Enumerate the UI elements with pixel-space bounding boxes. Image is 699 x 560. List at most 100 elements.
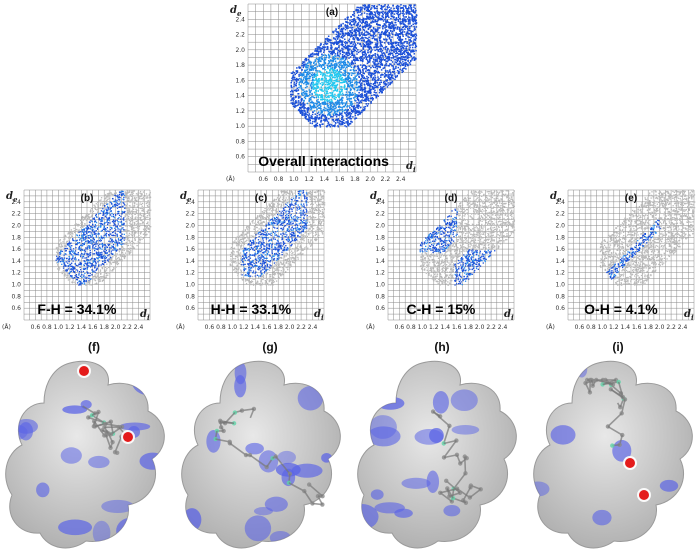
- fingerprint-point: [351, 64, 353, 66]
- fingerprint-point: [368, 72, 370, 74]
- fingerprint-point: [326, 57, 328, 59]
- fingerprint-point: [373, 47, 375, 49]
- fingerprint-point: [384, 55, 386, 57]
- fingerprint-point: [398, 42, 400, 44]
- fingerprint-point: [108, 251, 109, 252]
- fingerprint-point: [341, 67, 343, 69]
- fingerprint-point: [353, 77, 355, 79]
- fingerprint-point: [82, 229, 83, 230]
- fingerprint-point: [374, 50, 376, 52]
- fingerprint-point: [316, 80, 318, 82]
- fingerprint-point: [376, 8, 378, 9]
- fingerprint-point: [335, 99, 337, 101]
- fingerprint-point: [93, 211, 94, 212]
- fingerprint-point: [77, 265, 78, 266]
- fingerprint-point: [362, 34, 364, 36]
- fingerprint-point: [400, 10, 402, 12]
- fingerprint-point: [377, 76, 379, 78]
- fingerprint-point: [335, 85, 337, 87]
- fingerprint-point: [322, 114, 324, 116]
- fingerprint-point: [355, 57, 357, 59]
- fingerprint-point: [373, 77, 375, 79]
- fingerprint-point: [369, 58, 371, 60]
- y-tick-label: 1.2: [235, 108, 245, 115]
- fingerprint-point: [370, 83, 372, 85]
- fingerprint-point: [131, 210, 132, 211]
- fingerprint-point: [413, 21, 415, 23]
- fingerprint-point: [338, 97, 340, 99]
- fingerprint-point: [390, 48, 392, 50]
- fingerprint-point: [96, 252, 97, 253]
- fingerprint-point: [115, 199, 116, 200]
- fingerprint-point: [298, 75, 300, 77]
- fingerprint-point: [354, 78, 356, 80]
- fingerprint-point: [64, 257, 65, 258]
- fingerprint-point: [402, 35, 404, 37]
- fingerprint-point: [364, 87, 366, 89]
- fingerprint-point: [407, 57, 409, 59]
- fingerprint-point: [124, 258, 125, 259]
- fingerprint-point: [328, 80, 330, 82]
- fingerprint-point: [305, 87, 307, 89]
- fingerprint-point: [326, 118, 328, 120]
- fingerprint-point: [347, 19, 349, 21]
- fingerprint-point: [384, 27, 386, 29]
- fingerprint-point: [346, 96, 348, 98]
- fingerprint-point: [102, 208, 103, 209]
- fingerprint-point: [387, 58, 389, 60]
- fingerprint-point: [140, 218, 141, 219]
- fingerprint-point: [303, 67, 305, 69]
- fingerprint-point: [386, 50, 388, 52]
- fingerprint-point: [345, 112, 347, 114]
- fingerprint-point: [67, 241, 68, 242]
- fingerprint-point: [334, 67, 336, 69]
- fingerprint-point: [110, 241, 111, 242]
- fingerprint-point: [80, 262, 81, 263]
- fingerprint-point: [360, 14, 362, 16]
- fingerprint-point: [135, 227, 136, 228]
- fingerprint-point: [380, 43, 382, 45]
- fingerprint-point: [103, 264, 104, 265]
- fingerprint-point: [392, 5, 394, 7]
- fingerprint-point: [124, 204, 125, 205]
- fingerprint-point: [308, 100, 310, 102]
- fingerprint-point: [319, 71, 321, 73]
- fingerprint-point: [317, 105, 319, 107]
- fingerprint-point: [372, 73, 374, 75]
- fingerprint-point: [100, 224, 101, 225]
- fingerprint-point: [387, 20, 389, 22]
- fingerprint-point: [121, 223, 122, 224]
- fingerprint-point: [344, 125, 346, 127]
- fingerprint-point: [325, 90, 327, 92]
- fingerprint-point: [410, 35, 412, 37]
- fingerprint-point: [129, 222, 130, 223]
- fingerprint-point: [94, 284, 95, 285]
- fingerprint-point: [90, 273, 91, 274]
- fingerprint-point: [405, 59, 407, 61]
- fingerprint-point: [84, 254, 85, 255]
- fingerprint-point: [379, 84, 381, 86]
- fingerprint-point: [328, 84, 330, 86]
- fingerprint-point: [104, 260, 105, 261]
- fingerprint-point: [399, 69, 401, 71]
- fingerprint-point: [68, 231, 69, 232]
- fingerprint-point: [401, 70, 403, 72]
- fingerprint-point: [346, 83, 348, 85]
- fingerprint-point: [408, 21, 410, 23]
- fingerprint-point: [350, 56, 352, 58]
- fingerprint-point: [57, 250, 58, 251]
- fingerprint-point: [316, 103, 318, 105]
- fingerprint-point: [95, 233, 96, 234]
- fingerprint-point: [340, 64, 342, 66]
- fingerprint-point: [387, 21, 389, 23]
- fingerprint-point: [339, 79, 341, 81]
- fingerprint-point: [367, 32, 369, 34]
- fingerprint-point: [385, 71, 387, 73]
- fingerprint-point: [110, 229, 111, 230]
- fingerprint-point: [387, 31, 389, 32]
- fingerprint-point: [335, 105, 337, 107]
- fingerprint-point: [106, 264, 107, 265]
- fingerprint-point: [76, 269, 77, 270]
- fingerprint-point: [118, 223, 119, 224]
- fingerprint-point: [347, 17, 349, 19]
